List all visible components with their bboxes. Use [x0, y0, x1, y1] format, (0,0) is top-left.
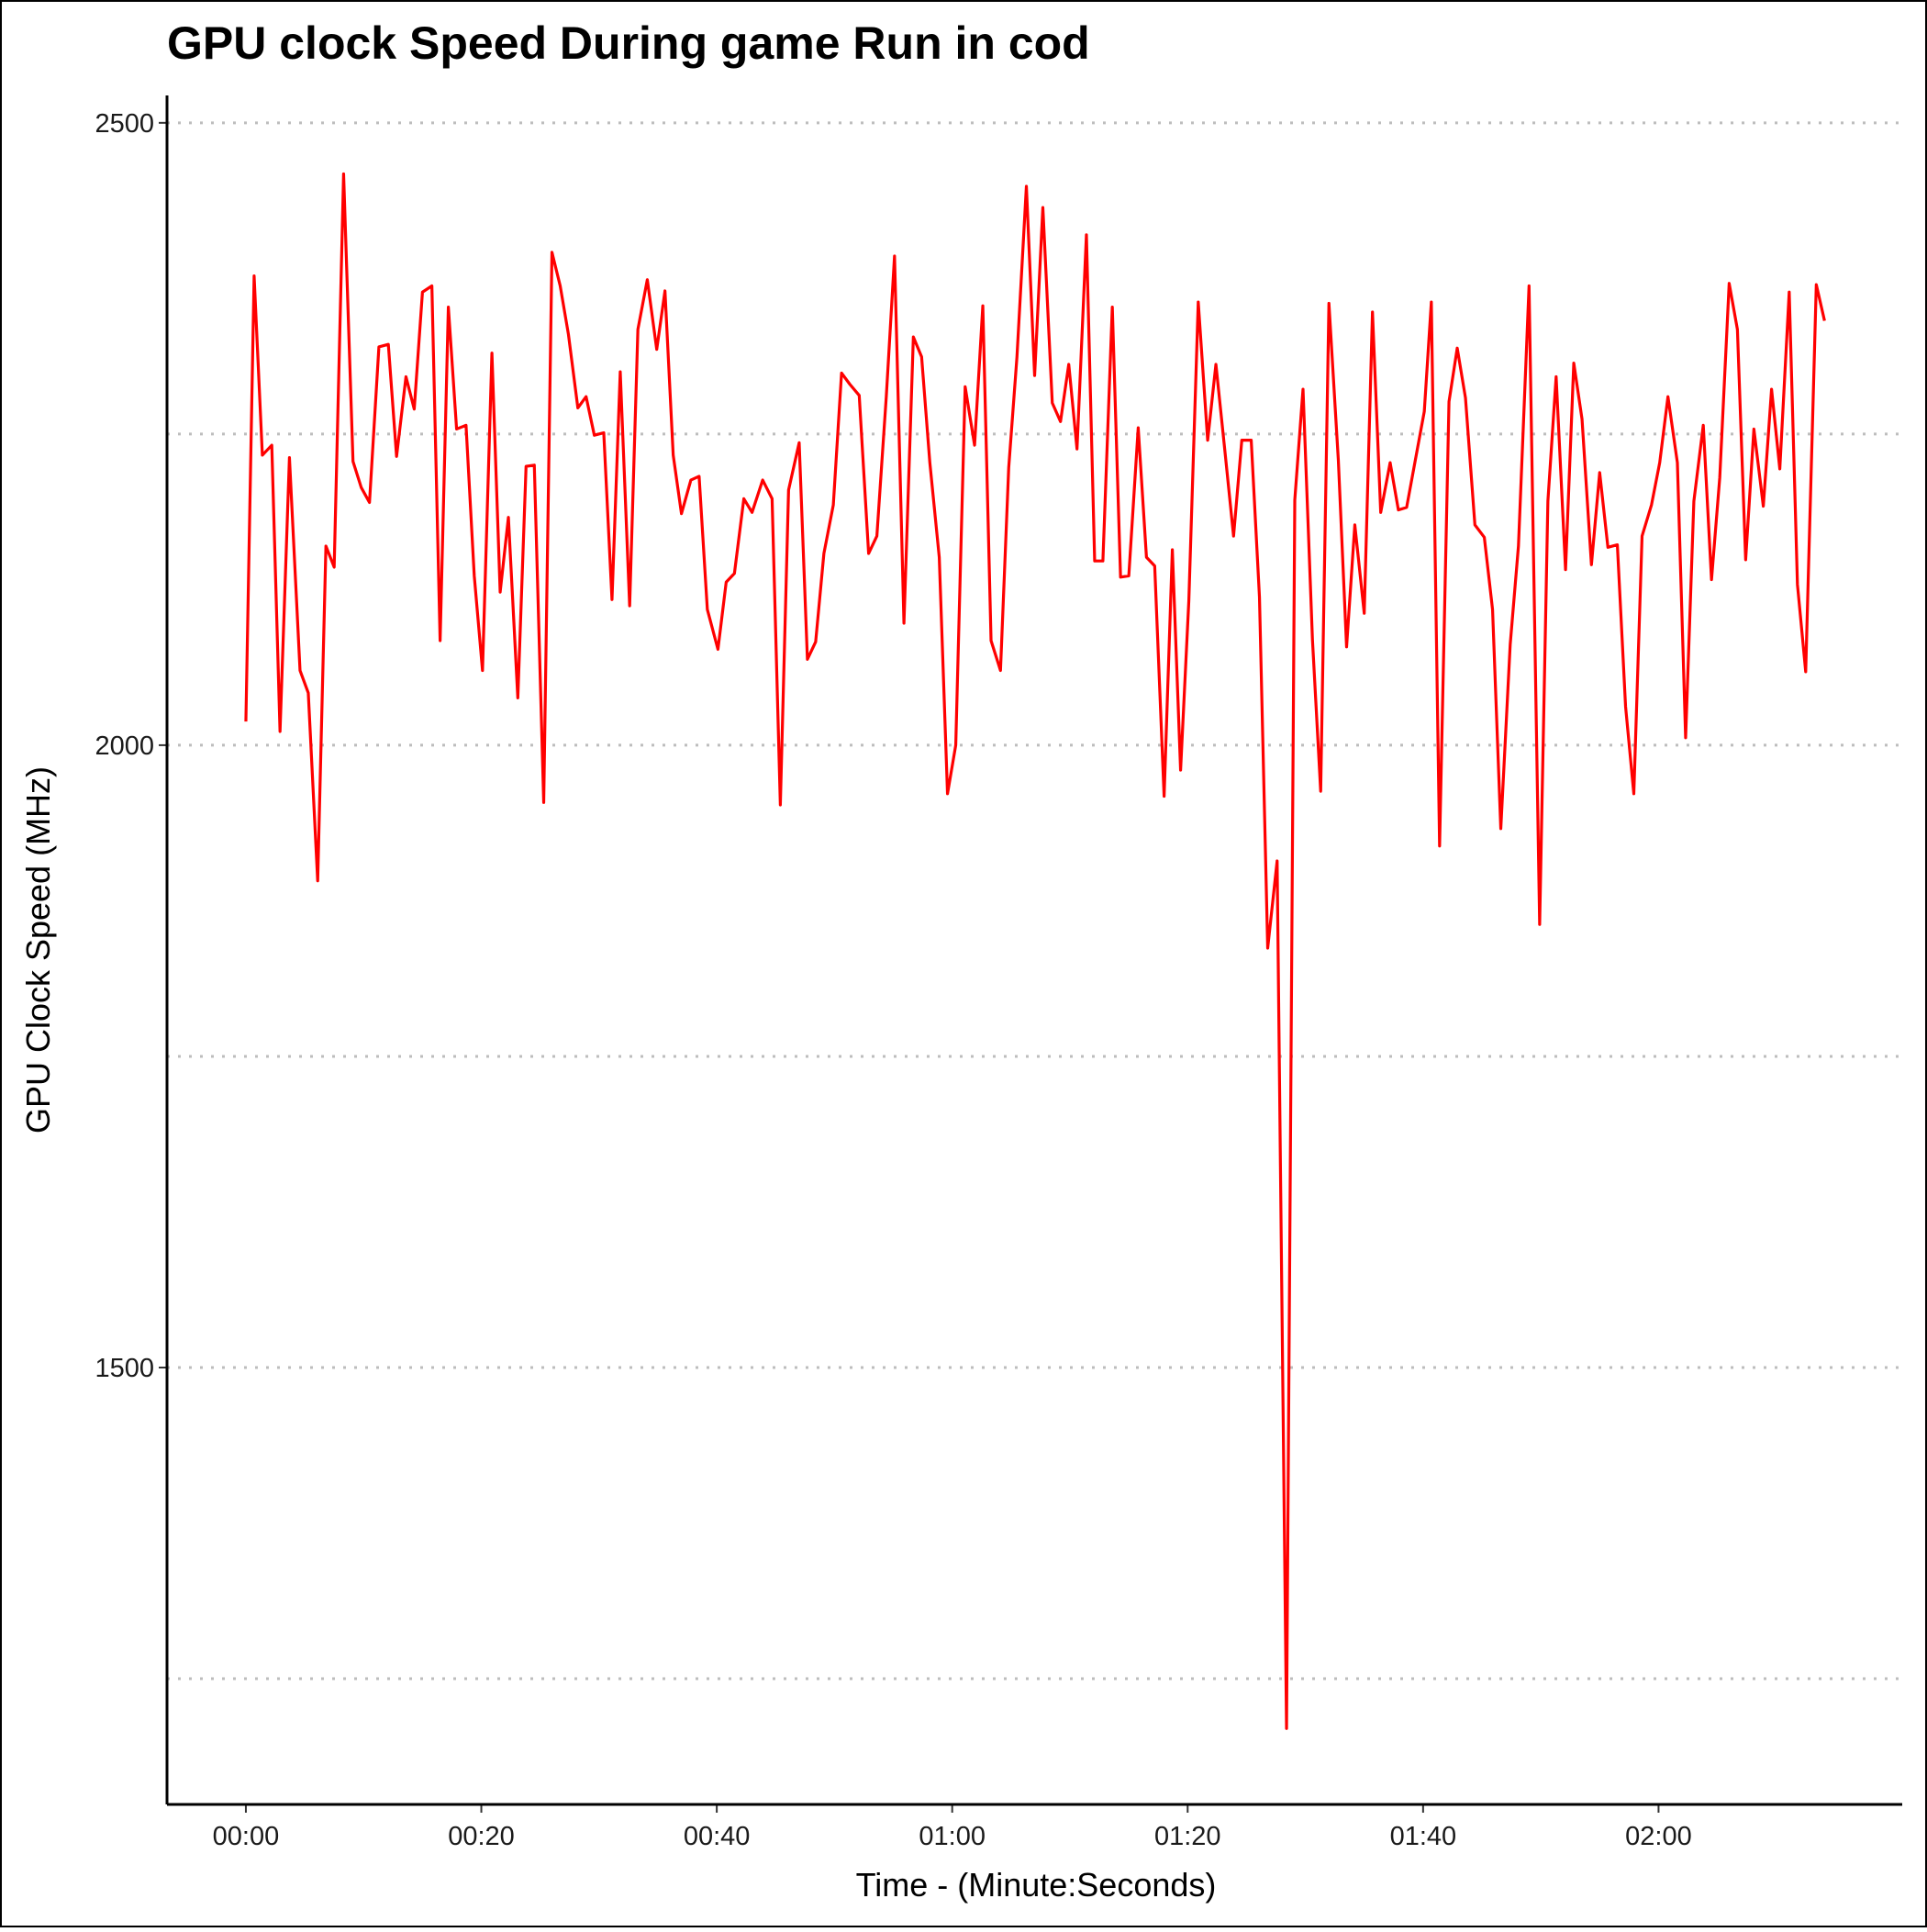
x-tick-label: 01:00 — [919, 1822, 986, 1851]
x-tick-label: 00:00 — [213, 1822, 280, 1851]
x-tick-label: 01:20 — [1154, 1822, 1221, 1851]
y-tick-label: 1500 — [95, 1354, 154, 1383]
x-tick-label: 02:00 — [1625, 1822, 1692, 1851]
y-tick-label: 2000 — [95, 731, 154, 761]
x-tick-label: 01:40 — [1390, 1822, 1457, 1851]
data-line — [244, 172, 1826, 1730]
x-tick-label: 00:20 — [448, 1822, 515, 1851]
x-axis-title: Time - (Minute:Seconds) — [856, 1866, 1217, 1904]
x-tick-label: 00:40 — [684, 1822, 751, 1851]
y-axis-title: GPU Clock Speed (MHz) — [19, 766, 57, 1134]
y-tick-label: 2500 — [95, 109, 154, 139]
chart-title: GPU clock Speed During game Run in cod — [167, 17, 1090, 69]
